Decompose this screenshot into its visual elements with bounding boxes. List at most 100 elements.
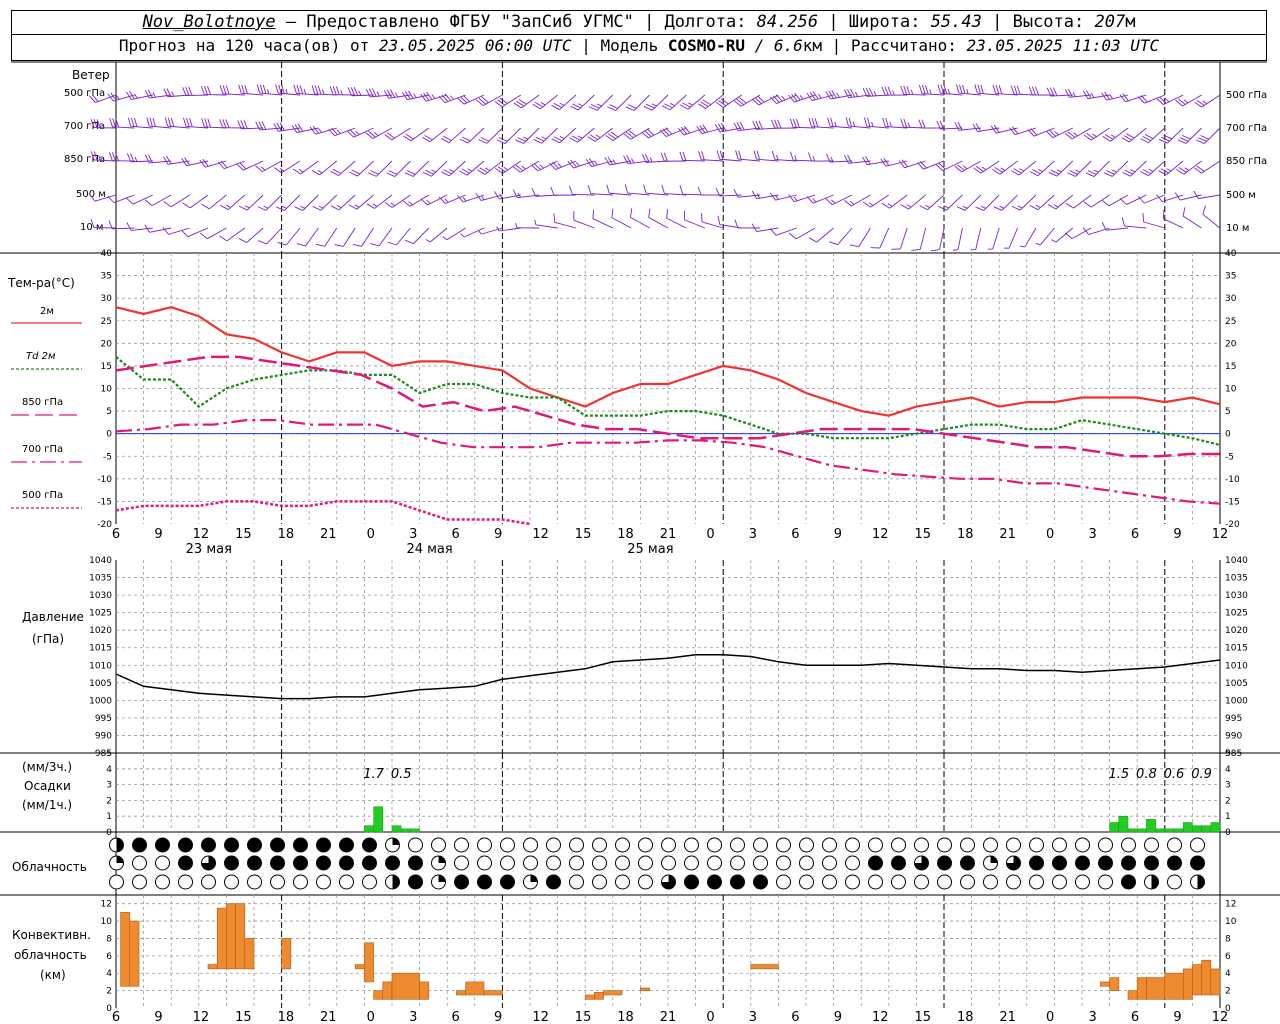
header-line-2: Прогноз на 120 часа(ов) от 23.05.2025 06… <box>11 34 1267 61</box>
barb-feather <box>588 158 595 167</box>
conv-title-3: (км) <box>40 968 66 982</box>
cloud-symbol <box>178 855 193 871</box>
barb-staff <box>1110 127 1129 142</box>
barb-feather <box>354 204 360 208</box>
barb-staff <box>775 194 797 201</box>
barb-feather <box>559 102 565 106</box>
barb-staff <box>320 194 338 211</box>
cloud-symbol <box>339 837 354 853</box>
conv-bar <box>1201 959 1212 996</box>
x-tick-label-bottom: 18 <box>957 1010 974 1024</box>
barb-staff <box>315 127 337 135</box>
barb-feather <box>1200 135 1209 140</box>
wind-barb <box>1174 192 1202 201</box>
wind-barb <box>199 158 227 168</box>
barb-feather <box>189 118 193 127</box>
x-tick-label: 6 <box>791 527 799 542</box>
barb-feather <box>1158 170 1167 176</box>
barb-staff <box>372 127 393 139</box>
barb-feather <box>441 94 449 102</box>
cloud-disc <box>201 874 216 890</box>
barb-feather <box>255 121 261 131</box>
barb-staff <box>227 194 246 210</box>
barb-feather <box>513 102 522 109</box>
wind-barb <box>751 190 779 200</box>
barb-feather <box>1030 128 1038 136</box>
wind-barb <box>1003 227 1019 249</box>
barb-feather <box>577 135 583 139</box>
cloud-fill <box>1151 875 1159 889</box>
temp-tick-left: -20 <box>97 520 112 530</box>
barb-feather <box>365 132 374 139</box>
wind-barb <box>751 94 779 106</box>
barb-staff <box>409 194 430 207</box>
cloud-disc <box>822 855 837 871</box>
cloud-disc <box>408 837 423 853</box>
wind-barb <box>1140 127 1166 144</box>
wind-barb <box>163 155 190 165</box>
barb-feather <box>166 155 172 165</box>
barb-feather <box>887 86 892 96</box>
cloud-fill <box>116 856 124 863</box>
barb-staff <box>1163 94 1184 106</box>
wind-barb <box>1085 160 1110 177</box>
wind-level-right: 500 м <box>1226 190 1256 201</box>
barb-feather <box>625 106 635 111</box>
barb-staff <box>463 194 485 203</box>
wind-barb <box>515 222 540 229</box>
barb-staff <box>922 93 945 96</box>
cloud-disc <box>270 855 285 871</box>
barb-feather <box>126 197 134 205</box>
barb-staff <box>246 194 264 211</box>
cloud-symbol <box>1121 874 1136 890</box>
barb-feather <box>607 156 613 165</box>
barb-feather <box>386 172 396 177</box>
barb-staff <box>609 192 632 196</box>
wind-barb <box>716 150 742 162</box>
wind-barb <box>182 86 209 97</box>
barb-feather <box>1065 202 1074 209</box>
cloud-disc <box>1029 874 1044 890</box>
barb-feather <box>330 170 339 176</box>
precip-bar <box>1118 815 1129 833</box>
barb-feather <box>868 87 874 97</box>
barb-feather <box>719 150 724 160</box>
barb-feather <box>444 198 449 203</box>
barb-feather <box>183 117 187 127</box>
cloud-symbol <box>661 874 676 890</box>
cloud-symbol <box>868 855 883 871</box>
barb-feather <box>644 153 650 163</box>
barb-staff <box>756 227 779 232</box>
barb-feather <box>697 103 707 109</box>
barb-feather <box>461 136 471 142</box>
barb-staff <box>795 227 816 240</box>
barb-feather <box>146 117 150 127</box>
wind-barb <box>107 92 135 102</box>
barb-feather <box>1000 167 1006 171</box>
barb-feather <box>806 196 814 204</box>
wind-barb <box>1027 127 1055 137</box>
barb-feather <box>275 84 279 94</box>
wind-barb <box>276 194 301 211</box>
cloud-disc <box>960 874 975 890</box>
barb-feather <box>609 104 619 109</box>
barb-staff <box>131 94 153 100</box>
wind-barb <box>697 186 724 196</box>
barb-feather <box>331 127 338 135</box>
wind-barb <box>309 125 337 135</box>
x-tick-label: 12 <box>872 527 889 542</box>
barb-staff <box>189 194 209 209</box>
barb-feather <box>995 85 1000 94</box>
precip-tick-left: 0 <box>106 828 112 838</box>
barb-feather <box>276 206 285 211</box>
barb-feather <box>358 90 362 96</box>
x-tick-label: 15 <box>914 527 931 542</box>
barb-staff <box>427 194 448 206</box>
wind-barb <box>604 156 632 166</box>
barb-feather <box>512 166 521 173</box>
barb-staff <box>1148 160 1166 177</box>
wind-barb <box>1064 227 1092 239</box>
barb-feather <box>845 117 849 127</box>
wind-barb <box>457 94 485 105</box>
wind-barb <box>403 127 430 142</box>
